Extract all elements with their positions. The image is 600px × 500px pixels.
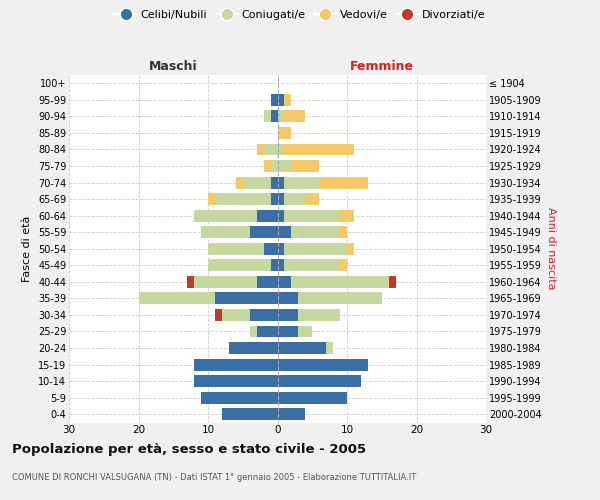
Bar bbox=[298, 309, 340, 321]
Bar bbox=[277, 110, 284, 122]
Bar bbox=[257, 276, 277, 288]
Bar bbox=[271, 160, 277, 172]
Bar bbox=[215, 309, 222, 321]
Bar bbox=[277, 408, 305, 420]
Bar bbox=[305, 193, 319, 205]
Bar bbox=[215, 193, 271, 205]
Bar bbox=[319, 176, 368, 188]
Bar bbox=[263, 144, 277, 156]
Bar bbox=[340, 226, 347, 238]
Bar bbox=[284, 176, 319, 188]
Bar bbox=[277, 210, 284, 222]
Bar bbox=[208, 260, 271, 272]
Bar bbox=[263, 243, 277, 254]
Bar bbox=[271, 176, 277, 188]
Bar bbox=[257, 326, 277, 338]
Bar bbox=[236, 176, 243, 188]
Text: Femmine: Femmine bbox=[350, 60, 414, 74]
Bar bbox=[257, 144, 263, 156]
Bar bbox=[292, 226, 340, 238]
Bar bbox=[292, 276, 389, 288]
Bar bbox=[277, 375, 361, 387]
Bar bbox=[263, 110, 271, 122]
Bar bbox=[215, 292, 277, 304]
Bar bbox=[222, 309, 250, 321]
Bar bbox=[389, 276, 395, 288]
Bar bbox=[277, 276, 292, 288]
Bar bbox=[187, 276, 194, 288]
Bar bbox=[284, 144, 354, 156]
Bar bbox=[277, 193, 284, 205]
Bar bbox=[208, 243, 263, 254]
Bar bbox=[277, 309, 298, 321]
Y-axis label: Anni di nascita: Anni di nascita bbox=[545, 208, 556, 290]
Bar bbox=[347, 243, 354, 254]
Bar bbox=[277, 176, 284, 188]
Bar bbox=[139, 292, 215, 304]
Bar bbox=[277, 127, 292, 139]
Bar bbox=[271, 193, 277, 205]
Bar bbox=[277, 326, 298, 338]
Bar bbox=[257, 210, 277, 222]
Bar bbox=[284, 260, 340, 272]
Bar bbox=[250, 309, 277, 321]
Bar bbox=[271, 110, 277, 122]
Bar bbox=[250, 326, 257, 338]
Bar bbox=[277, 160, 292, 172]
Bar bbox=[208, 193, 215, 205]
Bar bbox=[340, 210, 354, 222]
Bar bbox=[284, 210, 340, 222]
Bar bbox=[194, 210, 257, 222]
Bar bbox=[277, 260, 284, 272]
Bar bbox=[194, 358, 277, 370]
Bar bbox=[277, 94, 284, 106]
Text: Maschi: Maschi bbox=[149, 60, 197, 74]
Bar bbox=[284, 94, 292, 106]
Bar bbox=[298, 326, 312, 338]
Bar bbox=[284, 193, 305, 205]
Bar bbox=[194, 276, 257, 288]
Bar bbox=[277, 226, 292, 238]
Bar bbox=[277, 392, 347, 404]
Bar bbox=[250, 226, 277, 238]
Text: COMUNE DI RONCHI VALSUGANA (TN) - Dati ISTAT 1° gennaio 2005 - Elaborazione TUTT: COMUNE DI RONCHI VALSUGANA (TN) - Dati I… bbox=[12, 472, 416, 482]
Bar bbox=[277, 358, 368, 370]
Bar bbox=[284, 243, 347, 254]
Bar bbox=[277, 292, 298, 304]
Bar bbox=[292, 160, 319, 172]
Bar bbox=[298, 292, 382, 304]
Bar bbox=[271, 94, 277, 106]
Legend: Celibi/Nubili, Coniugati/e, Vedovi/e, Divorziati/e: Celibi/Nubili, Coniugati/e, Vedovi/e, Di… bbox=[110, 6, 490, 25]
Text: Popolazione per età, sesso e stato civile - 2005: Popolazione per età, sesso e stato civil… bbox=[12, 442, 366, 456]
Bar bbox=[194, 375, 277, 387]
Bar bbox=[284, 110, 305, 122]
Bar bbox=[263, 160, 271, 172]
Bar bbox=[229, 342, 277, 354]
Bar bbox=[271, 260, 277, 272]
Bar bbox=[277, 243, 284, 254]
Bar bbox=[326, 342, 333, 354]
Bar bbox=[201, 392, 277, 404]
Y-axis label: Fasce di età: Fasce di età bbox=[22, 216, 32, 282]
Bar bbox=[201, 226, 250, 238]
Bar bbox=[222, 408, 277, 420]
Bar bbox=[340, 260, 347, 272]
Bar bbox=[277, 342, 326, 354]
Bar bbox=[243, 176, 271, 188]
Bar bbox=[277, 144, 284, 156]
